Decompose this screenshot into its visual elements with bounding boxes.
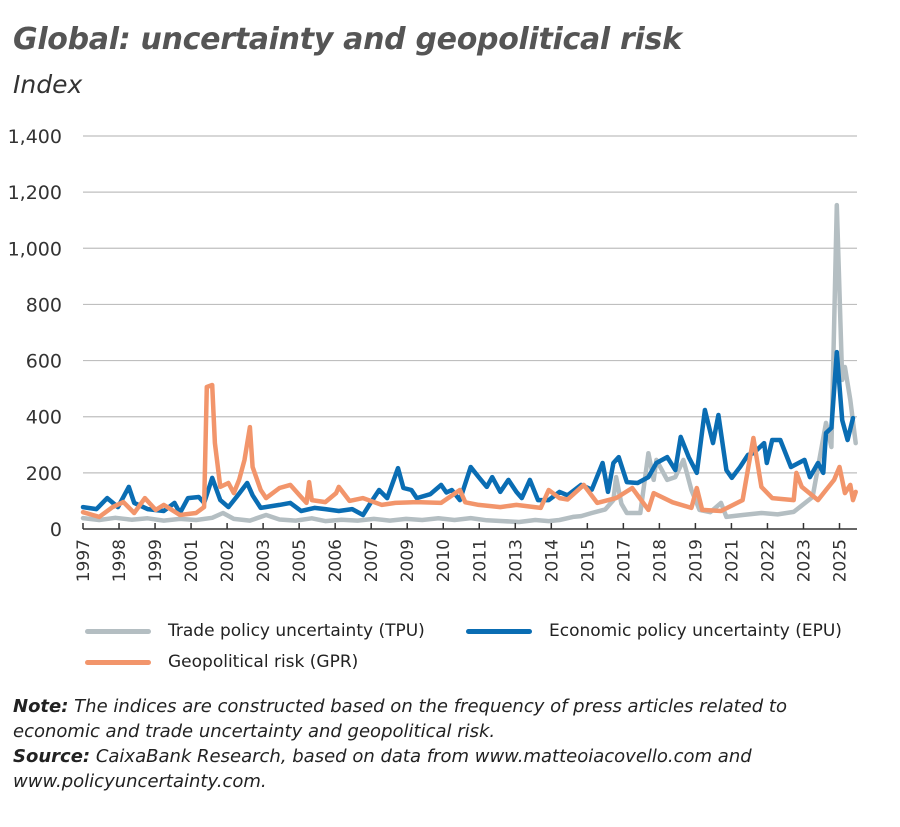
x-tick-label: 2023 xyxy=(794,539,814,582)
x-tick-label: 2017 xyxy=(614,539,634,582)
chart-subtitle: Index xyxy=(13,70,83,99)
note: Note: The indices are constructed based … xyxy=(13,694,833,744)
note-label: Note: xyxy=(13,696,69,717)
legend-swatch-gpr xyxy=(85,659,151,665)
x-tick-label: 2015 xyxy=(578,539,598,582)
legend-swatch-epu xyxy=(466,628,532,634)
y-tick-label: 1,400 xyxy=(8,126,62,148)
legend-label-tpu: Trade policy uncertainty (TPU) xyxy=(168,621,425,641)
legend-swatch-tpu xyxy=(85,628,151,634)
series-line-epu xyxy=(80,349,856,518)
x-tick-label: 1998 xyxy=(110,539,130,582)
source: Source: CaixaBank Research, based on dat… xyxy=(13,744,833,794)
x-tick-label: 2011 xyxy=(470,539,490,582)
y-tick-label: 1,200 xyxy=(8,182,62,204)
line-chart: 0 200 400 600 800 1,000 1,200 1,400 1997 1998 1999… xyxy=(8,126,858,582)
x-tick-label: 2001 xyxy=(182,539,202,582)
note-text: The indices are constructed based on the… xyxy=(13,696,787,742)
x-tick-label: 2018 xyxy=(650,539,670,582)
x-tick-label: 2006 xyxy=(326,539,346,582)
x-tick-label: 2007 xyxy=(362,539,382,582)
x-tick-label: 2025 xyxy=(831,539,851,582)
series-line-gpr xyxy=(80,382,858,520)
legend-label-epu: Economic policy uncertainty (EPU) xyxy=(549,621,842,641)
y-tick-label: 0 xyxy=(50,519,62,541)
x-tick-label: 1999 xyxy=(146,539,166,582)
legend-item-gpr: Geopolitical risk (GPR) xyxy=(85,652,358,672)
series-line-tpu xyxy=(80,202,858,525)
x-tick-label: 2021 xyxy=(722,539,742,582)
x-tick-label: 2019 xyxy=(686,539,706,582)
x-tick-label: 2009 xyxy=(398,539,418,582)
x-tick-label: 2022 xyxy=(758,539,778,582)
legend-label-gpr: Geopolitical risk (GPR) xyxy=(168,652,359,672)
y-tick-label: 600 xyxy=(26,351,62,373)
x-tick-label: 2003 xyxy=(254,539,274,582)
chart-notes: Note: The indices are constructed based … xyxy=(13,694,833,794)
source-label: Source: xyxy=(13,746,91,767)
x-tick-label: 2005 xyxy=(290,539,310,582)
legend-item-tpu: Trade policy uncertainty (TPU) xyxy=(85,621,425,641)
x-tick-label: 2014 xyxy=(542,539,562,582)
y-tick-label: 200 xyxy=(26,463,62,485)
y-tick-label: 800 xyxy=(26,294,62,316)
x-tick-label: 2010 xyxy=(434,539,454,582)
x-tick-label: 1997 xyxy=(74,539,94,582)
legend-item-epu: Economic policy uncertainty (EPU) xyxy=(466,621,842,641)
x-tick-label: 2002 xyxy=(218,539,238,582)
y-tick-label: 1,000 xyxy=(8,238,62,260)
source-text: CaixaBank Research, based on data from w… xyxy=(13,746,752,792)
chart-title: Global: uncertainty and geopolitical ris… xyxy=(13,22,682,57)
x-tick-label: 2013 xyxy=(506,539,526,582)
y-tick-label: 400 xyxy=(26,407,62,429)
